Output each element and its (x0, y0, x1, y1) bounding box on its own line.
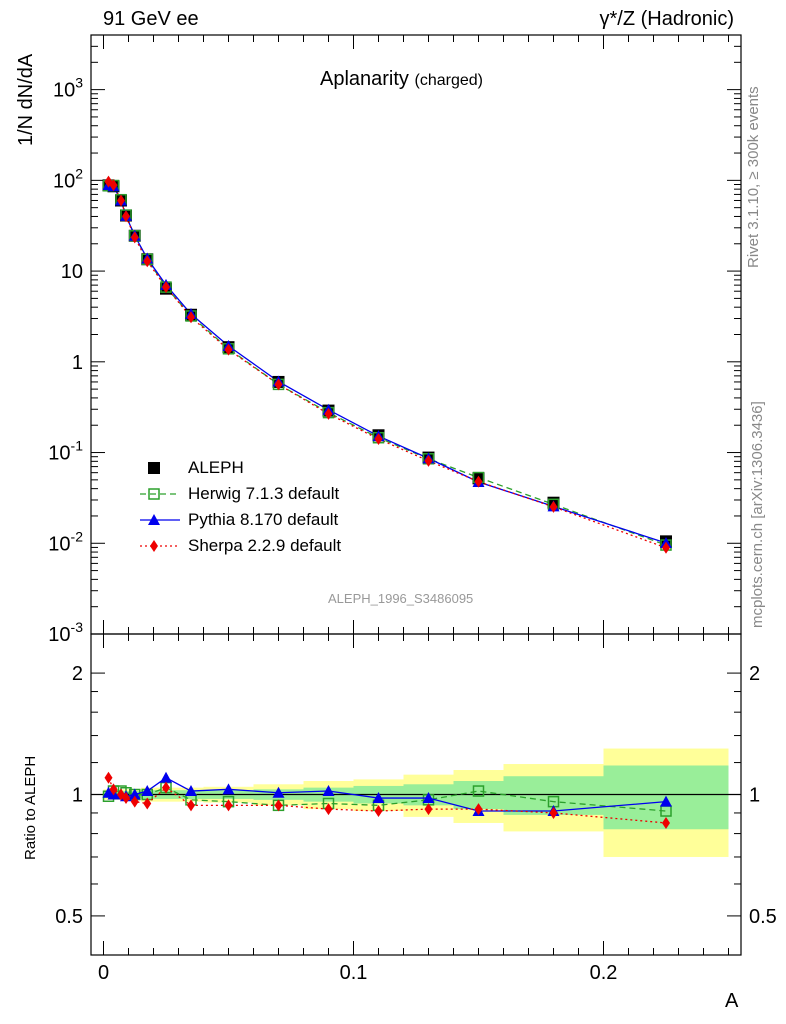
mc-point (117, 194, 125, 207)
legend-entry: ALEPH (140, 455, 400, 481)
main-ylabel: 1/N dN/dA (15, 53, 37, 146)
ratio-point (324, 803, 333, 816)
main-title-text: Aplanarity (320, 68, 409, 90)
ratio-point (143, 797, 152, 810)
main-title-suffix: (charged) (414, 72, 483, 89)
x-tick-label: 0.1 (340, 962, 368, 984)
legend-entry: Herwig 7.1.3 default (140, 481, 400, 507)
header-left: 91 GeV ee (103, 8, 199, 30)
main-title: Aplanarity (charged) (320, 68, 483, 91)
ratio-point (372, 792, 385, 804)
ratio-point (374, 805, 383, 818)
mc-point (474, 475, 483, 488)
mcplots-label: mcplots.cern.ch [arXiv:1306.3436] (749, 401, 766, 628)
ratio-point (272, 786, 285, 798)
mc-point (130, 231, 139, 244)
ratio-panel: 0.5 0.5 1 1 2 2 0 0.1 0.2 (55, 633, 777, 984)
ratio-ylabel: Ratio to ALEPH (22, 755, 39, 860)
y-tick-label: 103 (53, 75, 83, 102)
legend-label: ALEPH (188, 458, 244, 477)
ratio-tick-label-right: 1 (749, 785, 760, 807)
y-tick-label: 10-1 (48, 438, 83, 465)
legend-swatch (148, 462, 160, 474)
mc-point (324, 407, 333, 420)
legend-label: Herwig 7.1.3 default (188, 484, 340, 503)
ratio-tick-label: 0.5 (55, 906, 83, 928)
mc-point (374, 432, 383, 445)
x-tick-label: 0 (98, 962, 109, 984)
ratio-point (162, 781, 170, 794)
ratio-point (141, 785, 154, 797)
ratio-tick-label: 2 (72, 663, 83, 685)
ratio-point (104, 771, 113, 784)
ratio-point (130, 795, 139, 808)
legend-swatch (140, 514, 180, 525)
legend-label: Pythia 8.170 default (188, 510, 339, 529)
mc-point (122, 210, 130, 223)
mc-point (143, 255, 152, 268)
rivet-label: Rivet 3.1.10, ≥ 300k events (745, 86, 762, 268)
ratio-point (472, 785, 485, 797)
main-panel: 10-3 10-2 10-1 1 10 102 103 (48, 34, 742, 646)
legend-label: Sherpa 2.2.9 default (188, 536, 342, 555)
ratio-point (322, 785, 335, 797)
legend-entry: Sherpa 2.2.9 default (140, 533, 400, 559)
mc-point (162, 281, 170, 294)
ratio-point (187, 799, 195, 812)
ratio-point (662, 816, 670, 829)
y-tick-label: 102 (53, 165, 83, 192)
ratio-tick-label-right: 2 (749, 663, 760, 685)
mc-point (274, 378, 283, 391)
ratio-point (222, 783, 235, 795)
y-tick-label: 10-3 (48, 619, 83, 646)
y-tick-label: 10-2 (48, 528, 83, 555)
legend-marker (148, 514, 160, 525)
mc-point (662, 541, 670, 554)
ratio-point (660, 795, 672, 807)
y-tick-label: 1 (72, 352, 83, 374)
legend-swatch (140, 488, 180, 500)
ratio-point (185, 785, 197, 797)
ratio-tick-label: 1 (72, 785, 83, 807)
ratio-point (109, 783, 118, 796)
legend-marker (150, 540, 158, 552)
legend-entry: Pythia 8.170 default (140, 507, 400, 533)
x-axis-label: A (725, 990, 739, 1012)
legend-swatch (140, 540, 180, 552)
legend: ALEPH Herwig 7.1.3 default Pythia 8.170 de… (140, 455, 400, 559)
ratio-point (474, 803, 483, 816)
legend-marker (148, 462, 160, 474)
mc-point (187, 311, 195, 324)
main-series-line (108, 184, 667, 546)
ratio-point (224, 799, 233, 812)
ratio-point (422, 792, 435, 804)
y-tick-label: 10 (61, 261, 83, 283)
ratio-point (424, 803, 433, 816)
legend-marker (148, 488, 160, 500)
mc-point (424, 454, 433, 467)
ratio-series-line (108, 786, 667, 812)
x-tick-label: 0.2 (590, 962, 618, 984)
watermark: ALEPH_1996_S3486095 (328, 591, 474, 606)
header-right: γ*/Z (Hadronic) (599, 8, 734, 30)
ratio-point (128, 788, 141, 800)
ratio-point (549, 806, 558, 819)
ratio-point (160, 771, 172, 783)
ratio-point (274, 799, 283, 812)
mc-point (549, 500, 558, 513)
mc-point (224, 343, 233, 356)
ratio-point (122, 792, 130, 805)
ratio-tick-label-right: 0.5 (749, 906, 777, 928)
main-series-line (108, 181, 667, 549)
mc-point (109, 179, 118, 192)
